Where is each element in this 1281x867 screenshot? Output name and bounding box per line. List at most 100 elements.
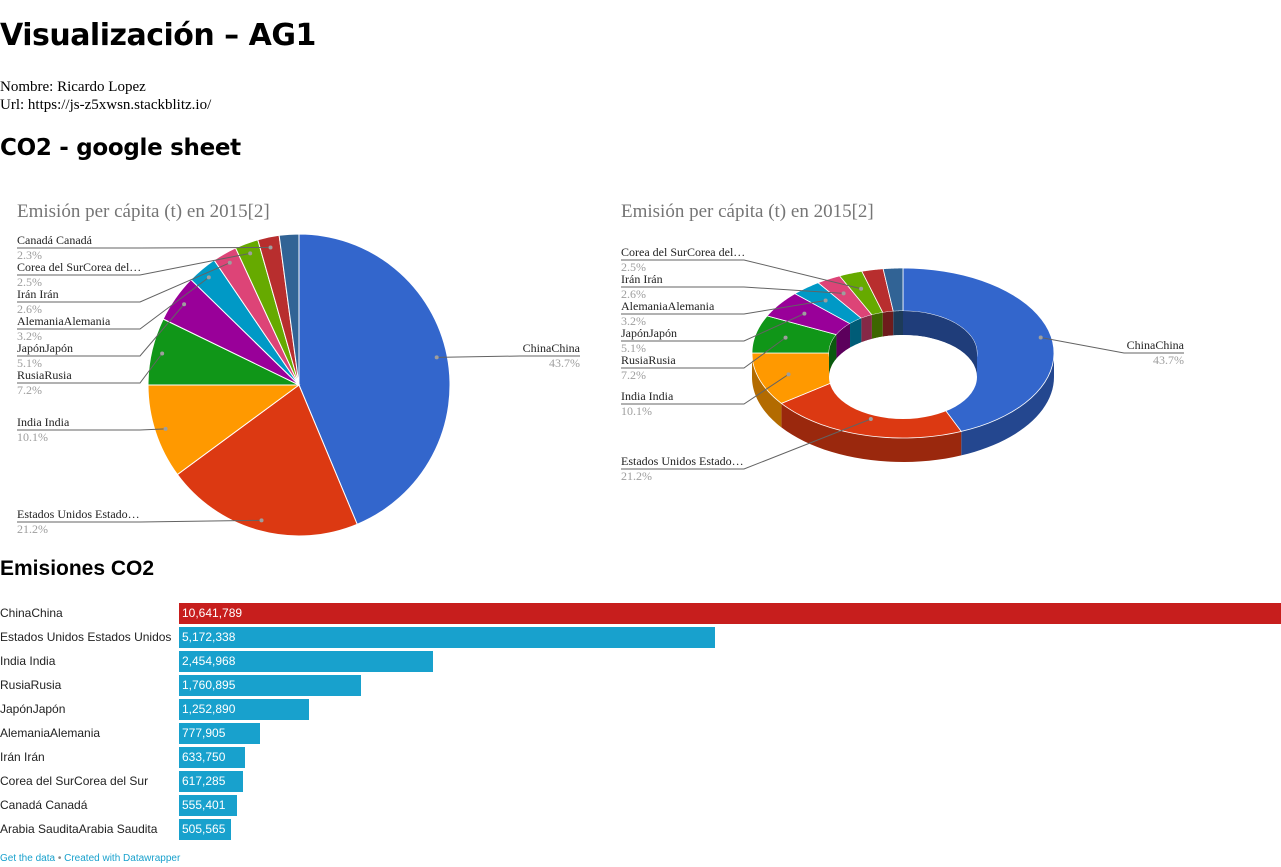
bar-value: 1,760,895 bbox=[182, 678, 236, 692]
bar-value: 2,454,968 bbox=[182, 654, 236, 668]
leader-dot bbox=[802, 311, 807, 316]
slice-label: ChinaChina bbox=[1127, 338, 1185, 352]
slice-percent: 21.2% bbox=[621, 469, 652, 483]
bar-value: 5,172,338 bbox=[182, 630, 236, 644]
leader-line bbox=[621, 337, 786, 369]
leader-dot bbox=[227, 260, 232, 265]
bar[interactable]: 2,454,968 bbox=[179, 651, 434, 672]
bar-section-title: Emisiones CO2 bbox=[0, 557, 155, 580]
bar-label: ChinaChina bbox=[0, 606, 63, 620]
page-title: Visualización – AG1 bbox=[0, 18, 316, 53]
leader-dot bbox=[268, 245, 273, 250]
bar-label: India India bbox=[0, 654, 56, 668]
bar-label: Corea del SurCorea del Sur bbox=[0, 774, 149, 788]
leader-line bbox=[621, 259, 862, 290]
bar-label: RusiaRusia bbox=[0, 678, 62, 692]
pie-slice[interactable] bbox=[176, 384, 358, 537]
slice-label: ChinaChina bbox=[523, 341, 581, 355]
credit-link[interactable]: Created with Datawrapper bbox=[64, 853, 181, 864]
leader-dot bbox=[841, 291, 846, 296]
bar[interactable]: 10,641,789 bbox=[179, 603, 1281, 624]
leader-line bbox=[621, 418, 872, 470]
bar-label: AlemaniaAlemania bbox=[0, 726, 101, 740]
pie-slice[interactable] bbox=[278, 233, 300, 386]
pie-slice[interactable] bbox=[147, 384, 301, 476]
slice-percent: 2.5% bbox=[17, 275, 42, 289]
bar-label: Irán Irán bbox=[0, 750, 45, 764]
donut-side bbox=[781, 403, 962, 462]
leader-dot bbox=[259, 518, 264, 523]
chart-title: Emisión per cápita (t) en 2015[2] bbox=[17, 201, 270, 222]
bar-row: AlemaniaAlemania 777,905 bbox=[0, 723, 1281, 744]
bar[interactable]: 1,252,890 bbox=[179, 699, 309, 720]
leader-dot bbox=[783, 335, 788, 340]
bar[interactable]: 633,750 bbox=[179, 747, 245, 768]
bar-row: Canadá Canadá 555,401 bbox=[0, 795, 1281, 816]
slice-label: RusiaRusia bbox=[17, 368, 72, 382]
slice-label: India India bbox=[17, 415, 70, 429]
slice-percent: 10.1% bbox=[17, 430, 48, 444]
leader-line bbox=[17, 262, 231, 303]
leader-line bbox=[621, 286, 844, 294]
leader-dot bbox=[248, 251, 253, 256]
leader-dot bbox=[786, 372, 791, 377]
bar-row: India India 2,454,968 bbox=[0, 651, 1281, 672]
pie-slice[interactable] bbox=[298, 233, 451, 525]
bar-value: 1,252,890 bbox=[182, 702, 236, 716]
leader-line bbox=[17, 428, 166, 431]
bar[interactable]: 555,401 bbox=[179, 795, 237, 816]
slice-label: Canadá Canadá bbox=[17, 233, 93, 247]
leader-dot bbox=[823, 298, 828, 303]
bar-value: 633,750 bbox=[182, 750, 226, 764]
slice-percent: 10.1% bbox=[621, 404, 652, 418]
leader-line bbox=[17, 246, 271, 249]
slice-percent: 2.3% bbox=[17, 248, 42, 262]
bar-row: JapónJapón 1,252,890 bbox=[0, 699, 1281, 720]
leader-dot bbox=[182, 302, 187, 307]
donut-inner-wall bbox=[893, 311, 903, 336]
slice-label: Irán Irán bbox=[17, 287, 59, 301]
slice-label: Estados Unidos Estado… bbox=[17, 507, 140, 521]
leader-line bbox=[436, 355, 580, 358]
leader-line bbox=[17, 303, 185, 357]
slice-label: AlemaniaAlemania bbox=[621, 299, 715, 313]
author-line: Nombre: Ricardo Lopez bbox=[0, 79, 146, 95]
leader-line bbox=[17, 276, 210, 330]
donut-inner-wall bbox=[882, 311, 894, 337]
leader-line bbox=[621, 373, 789, 405]
donut-inner-wall bbox=[871, 312, 883, 339]
slice-label: Estados Unidos Estado… bbox=[621, 454, 744, 468]
bar-value: 617,285 bbox=[182, 774, 226, 788]
bar[interactable]: 505,565 bbox=[179, 819, 232, 840]
leader-line bbox=[17, 252, 251, 276]
bar-row: Corea del SurCorea del Sur 617,285 bbox=[0, 771, 1281, 792]
donut-inner-wall bbox=[829, 334, 837, 377]
slice-percent: 2.6% bbox=[621, 287, 646, 301]
donut-side bbox=[961, 353, 1054, 456]
slice-label: Corea del SurCorea del… bbox=[621, 245, 745, 259]
bar-row: Irán Irán 633,750 bbox=[0, 747, 1281, 768]
leader-line bbox=[17, 353, 163, 384]
bar[interactable]: 1,760,895 bbox=[179, 675, 362, 696]
bar-value: 10,641,789 bbox=[182, 606, 243, 620]
donut-inner-wall bbox=[836, 323, 851, 359]
bar[interactable]: 777,905 bbox=[179, 723, 260, 744]
bar[interactable]: 5,172,338 bbox=[179, 627, 715, 648]
bar-label: Canadá Canadá bbox=[0, 798, 88, 812]
bar-row: ChinaChina 10,641,789 bbox=[0, 603, 1281, 624]
slice-percent: 7.2% bbox=[621, 368, 646, 382]
footer: Get the data • Created with Datawrapper bbox=[0, 853, 180, 864]
leader-line bbox=[621, 300, 826, 315]
leader-dot bbox=[206, 275, 211, 280]
bar-label: Arabia SauditaArabia Saudita bbox=[0, 822, 158, 836]
bar[interactable]: 617,285 bbox=[179, 771, 243, 792]
leader-dot bbox=[1038, 335, 1043, 340]
donut-inner-wall bbox=[861, 314, 872, 343]
slice-label: JapónJapón bbox=[621, 326, 677, 340]
leader-dot bbox=[868, 417, 873, 422]
get-data-link[interactable]: Get the data bbox=[0, 853, 56, 864]
leader-line bbox=[1040, 336, 1184, 354]
slice-percent: 21.2% bbox=[17, 522, 48, 536]
leader-line bbox=[17, 519, 262, 523]
leader-dot bbox=[859, 286, 864, 291]
